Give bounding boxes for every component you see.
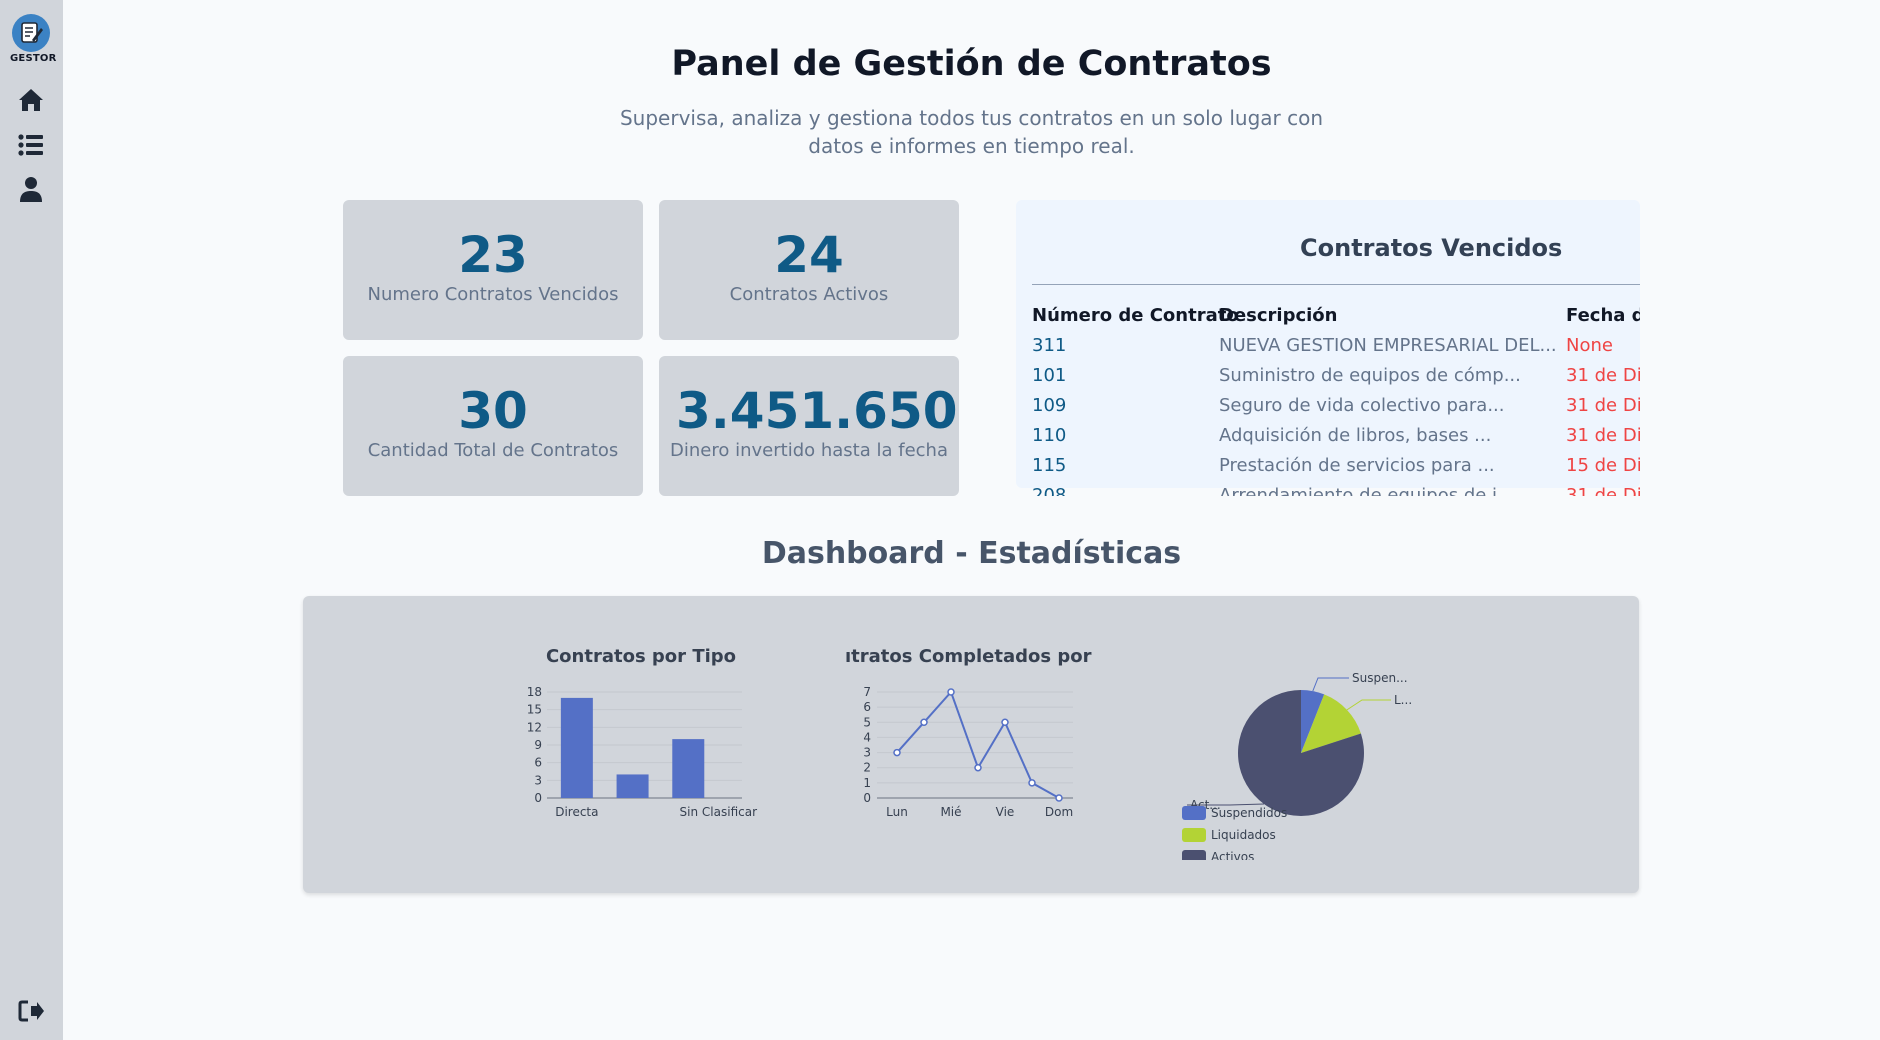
- x-tick-label: Vie: [996, 805, 1015, 819]
- legend-swatch: [1182, 806, 1206, 820]
- line-chart-title: ıtratos Completados por: [845, 646, 1092, 667]
- row-contract-number[interactable]: 101: [1032, 365, 1067, 386]
- expired-contracts-title: Contratos Vencidos: [1300, 234, 1563, 262]
- row-contract-number[interactable]: 208: [1032, 485, 1067, 496]
- line-point-6: [1055, 794, 1063, 802]
- pie-slice-activos: [1238, 690, 1364, 816]
- stat-label: Numero Contratos Vencidos: [367, 284, 619, 305]
- stat-label: Contratos Activos: [729, 284, 889, 305]
- y-tick-label: 0: [863, 791, 871, 805]
- row-description: Suministro de equipos de cómp...: [1219, 365, 1521, 386]
- sidebar: GESTOR: [0, 0, 63, 1040]
- pie-slice-suspendidos: [1301, 690, 1325, 753]
- line-point-1: [920, 718, 928, 727]
- x-tick-label: Mié: [940, 805, 961, 819]
- x-tick-label: Lun: [886, 805, 908, 819]
- line-point-5: [1028, 779, 1036, 787]
- y-tick-label: 15: [527, 703, 542, 717]
- home-icon[interactable]: [17, 86, 45, 114]
- y-tick-label: 7: [863, 685, 871, 699]
- logo-text: GESTOR: [10, 53, 57, 64]
- header-contract-number: Número de Contrato: [1032, 305, 1239, 326]
- pie-chart: Suspen...L...Act...SuspendidosLiquidados…: [1182, 671, 1412, 860]
- dashboard-panel: [303, 596, 1639, 893]
- bar-0: [560, 697, 593, 798]
- user-icon[interactable]: [17, 175, 45, 203]
- stat-value: 23: [458, 226, 528, 284]
- y-tick-label: 6: [534, 756, 542, 770]
- y-tick-label: 5: [863, 715, 871, 729]
- x-tick-label: Directa: [555, 805, 598, 819]
- row-contract-number[interactable]: 110: [1032, 425, 1067, 446]
- bar-2: [672, 739, 705, 798]
- pie-label: Suspen...: [1352, 671, 1408, 685]
- stat-value: 3.451.650.0: [676, 382, 959, 440]
- contract-logo-icon: [12, 14, 50, 52]
- expired-panel-background: [1016, 200, 1640, 488]
- legend-swatch: [1182, 850, 1206, 860]
- list-icon[interactable]: [17, 131, 45, 159]
- row-description: Arrendamiento de equipos de i...: [1219, 485, 1515, 496]
- logout-icon[interactable]: [17, 997, 45, 1025]
- legend-label: Activos: [1211, 850, 1254, 860]
- row-date: 31 de Dic: [1566, 365, 1640, 386]
- stat-card-expired: 23 Numero Contratos Vencidos: [343, 200, 643, 340]
- divider: [1032, 284, 1640, 285]
- stat-label: Cantidad Total de Contratos: [367, 440, 619, 461]
- row-date: None: [1566, 335, 1613, 356]
- y-tick-label: 9: [534, 738, 542, 752]
- stat-card-active: 24 Contratos Activos: [659, 200, 959, 340]
- row-description: Adquisición de libros, bases ...: [1219, 425, 1492, 446]
- header-description: Descripción: [1219, 305, 1338, 326]
- row-contract-number[interactable]: 115: [1032, 455, 1067, 476]
- bar-1: [616, 774, 649, 798]
- stat-value: 24: [774, 226, 844, 284]
- y-tick-label: 6: [863, 700, 871, 714]
- stat-card-total: 30 Cantidad Total de Contratos: [343, 356, 643, 496]
- dashboard-title: Dashboard - Estadísticas: [761, 536, 1182, 571]
- row-description: NUEVA GESTION EMPRESARIAL DEL...: [1219, 335, 1557, 356]
- y-tick-label: 0: [534, 791, 542, 805]
- stat-label: Dinero invertido hasta la fecha: [670, 440, 948, 461]
- expired-contracts-panel[interactable]: Contratos Vencidos Número de Contrato De…: [1016, 200, 1640, 496]
- app-logo[interactable]: GESTOR: [10, 14, 57, 64]
- y-tick-label: 2: [863, 761, 871, 775]
- line-point-2: [947, 688, 955, 696]
- stat-card-invested: 3.451.650.0 Dinero invertido hasta la fe…: [659, 356, 959, 496]
- y-tick-label: 1: [863, 776, 871, 790]
- line-point-4: [1001, 718, 1009, 727]
- header-date: Fecha de: [1566, 305, 1640, 326]
- row-date: 31 de Dic: [1566, 485, 1640, 496]
- x-tick-label: Dom: [1045, 805, 1073, 819]
- page-title: Panel de Gestión de Contratos: [671, 44, 1272, 84]
- line-point-0: [893, 748, 901, 757]
- stat-value: 30: [458, 382, 528, 440]
- row-date: 31 de Dic: [1566, 425, 1640, 446]
- y-tick-label: 4: [863, 730, 871, 744]
- y-tick-label: 12: [527, 720, 542, 734]
- pie-slice-liquidados: [1301, 694, 1361, 753]
- row-contract-number[interactable]: 109: [1032, 395, 1067, 416]
- bar-chart: Contratos por Tipo 0 3 6 9 12 15 18 Directa Sin …: [527, 646, 758, 819]
- row-description: Seguro de vida colectivo para...: [1219, 395, 1505, 416]
- legend-label: Suspendidos: [1211, 806, 1287, 820]
- pie-label: L...: [1394, 693, 1412, 707]
- bar-chart-title: Contratos por Tipo: [546, 646, 736, 667]
- y-tick-label: 18: [527, 685, 542, 699]
- row-contract-number[interactable]: 311: [1032, 335, 1067, 356]
- row-date: 31 de Dic: [1566, 395, 1640, 416]
- y-tick-label: 3: [534, 773, 542, 787]
- legend-swatch: [1182, 828, 1206, 842]
- x-tick-label: Sin Clasificar: [680, 805, 758, 819]
- pie-label-leader: [1187, 803, 1264, 806]
- pie-label-leader: [1312, 677, 1349, 692]
- pie-label-leader: [1346, 699, 1391, 711]
- legend-label: Liquidados: [1211, 828, 1276, 842]
- page-subtitle: Supervisa, analiza y gestiona todos tus …: [619, 106, 1324, 158]
- line-point-3: [974, 763, 982, 772]
- row-date: 15 de Dic: [1566, 455, 1640, 476]
- row-description: Prestación de servicios para ...: [1219, 455, 1495, 476]
- y-tick-label: 3: [863, 746, 871, 760]
